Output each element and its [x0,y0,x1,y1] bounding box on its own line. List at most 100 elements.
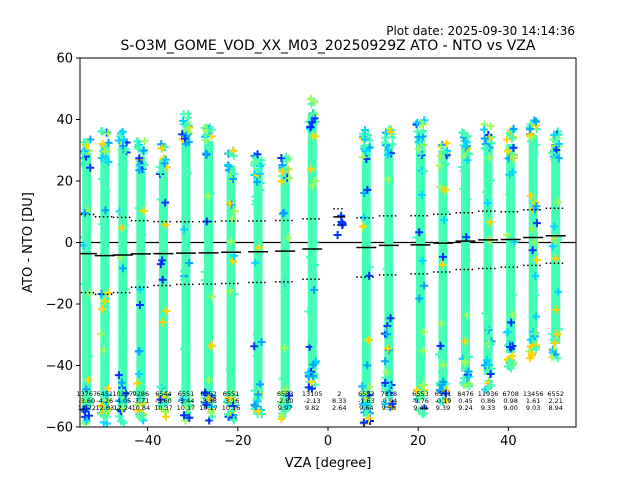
vza-bin-13 [378,124,399,412]
data-point [181,416,190,425]
data-point [226,287,235,296]
vza-bin-20 [545,127,566,363]
data-point [508,133,517,142]
data-point [253,397,262,406]
data-point [361,146,370,155]
data-point [228,365,237,374]
data-point [459,378,468,387]
data-point [414,395,423,404]
data-point [509,143,518,152]
data-point [525,125,534,134]
data-point [251,258,260,267]
point-column [253,168,263,400]
data-point [530,149,539,158]
data-point [133,401,142,410]
data-point [481,309,490,318]
bin-n-label: 6553 [277,390,294,398]
data-point [365,383,374,392]
data-point [278,374,287,383]
data-point [358,222,367,231]
data-point [338,220,347,229]
point-column [118,147,128,409]
data-point [310,237,319,246]
data-point [82,385,91,394]
data-point [230,290,239,299]
bin-mean-label: 2.21 [548,397,562,405]
bin-n-label: 10237 [112,390,133,398]
bin-mean-label: -3.60 [78,397,95,405]
data-point [527,225,536,234]
data-point [280,287,289,296]
bin-std-label: 9.00 [503,404,517,412]
data-point [202,149,211,158]
data-point [80,241,88,250]
data-point [412,386,421,395]
data-point [442,139,451,148]
data-point [441,185,450,194]
data-point [184,168,193,177]
data-point [98,139,107,148]
data-point [285,403,294,412]
data-point [161,407,170,416]
point-column [204,141,214,409]
data-point [304,307,313,316]
data-point [185,401,194,410]
data-point [527,351,536,360]
data-point [465,149,474,158]
data-point [182,309,191,318]
data-point [363,361,372,370]
data-point [84,411,93,420]
data-point [155,163,164,172]
axes: −40 −20 0 20 40 −60 −40 −20 0 20 40 60 [46,52,517,450]
data-point [254,243,263,252]
data-point [135,300,144,309]
data-point [253,228,262,237]
data-point [438,260,447,269]
data-point [103,390,112,399]
data-point [306,165,315,174]
vza-bin-19 [523,116,544,363]
data-point [202,400,211,409]
data-point [180,225,188,234]
data-point [384,175,393,184]
data-point [480,144,489,153]
data-point [133,142,142,151]
bin-n-label: 13105 [302,390,323,398]
data-point [97,154,106,163]
data-point [256,380,265,389]
data-point [482,188,491,197]
data-point [311,176,320,185]
data-point [531,345,540,354]
data-point [99,411,108,420]
data-point [228,214,237,223]
point-column [307,113,317,375]
data-point [463,195,472,204]
bin-std-label: 12.63 [95,404,114,412]
data-point [362,409,371,418]
data-point [555,325,564,334]
data-point [311,132,320,141]
data-point [180,266,189,275]
data-point [548,242,557,251]
data-point [178,396,187,405]
data-point [256,179,265,188]
data-point [132,387,141,396]
data-point [160,159,169,168]
data-point [462,255,471,264]
data-point [439,377,448,386]
data-point [551,254,560,263]
data-point [553,330,562,339]
data-point [509,124,518,133]
bin-std-label: 9.03 [526,404,540,412]
data-point [554,139,563,148]
data-point [283,401,292,410]
data-point [414,144,423,153]
data-point [420,281,429,290]
data-point [363,185,372,194]
data-point [441,389,450,398]
y-tick-label: 20 [56,175,73,190]
data-point [139,206,148,215]
data-point [419,327,428,336]
data-point [382,368,391,377]
data-point [285,391,294,400]
